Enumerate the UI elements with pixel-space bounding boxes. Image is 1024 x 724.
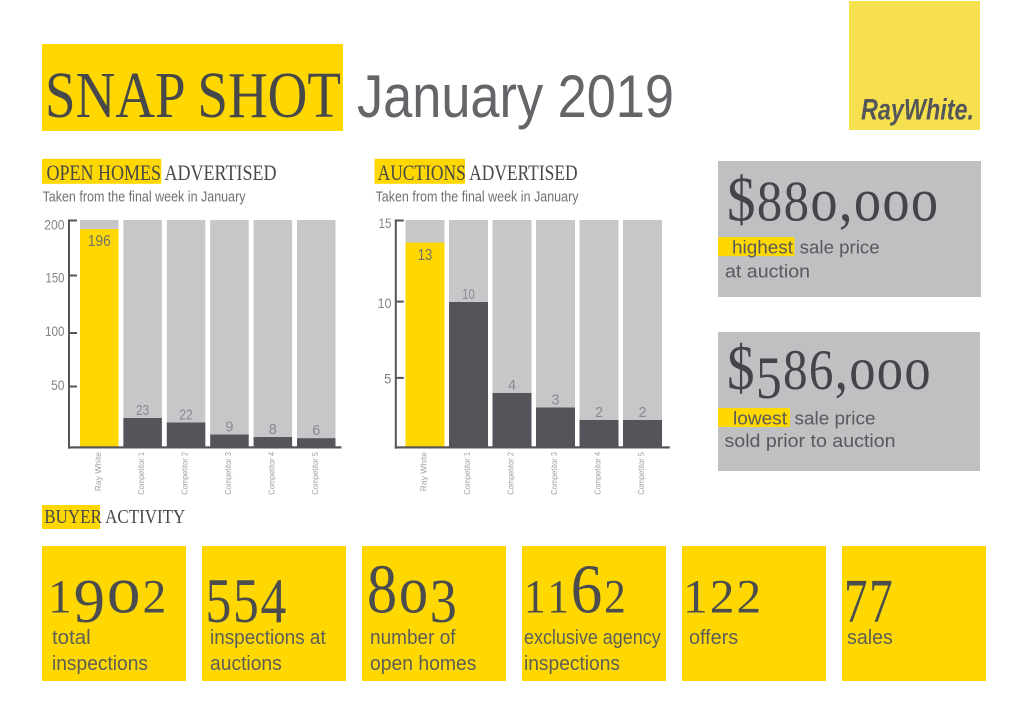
svg-text:19o2: 19o2 [48, 552, 168, 636]
svg-text:Competitor 4: Competitor 4 [593, 451, 603, 494]
svg-text:23: 23 [136, 403, 149, 419]
svg-text:5: 5 [384, 371, 392, 387]
svg-text:196: 196 [88, 233, 111, 250]
svg-text:sold prior to auction: sold prior to auction [725, 431, 896, 451]
svg-text:sale price: sale price [795, 409, 876, 429]
svg-text:lowest: lowest [733, 409, 787, 429]
svg-text:150: 150 [46, 270, 65, 286]
svg-text:Ray White: Ray White [93, 452, 103, 491]
svg-text:122: 122 [683, 570, 763, 623]
svg-text:8: 8 [269, 422, 277, 438]
svg-text:10: 10 [462, 287, 475, 303]
svg-text:Ray White: Ray White [419, 452, 429, 491]
svg-text:Competitor 2: Competitor 2 [180, 451, 190, 494]
svg-text:OPEN HOMES ADVERTISED: OPEN HOMES ADVERTISED [47, 160, 277, 185]
svg-text:AUCTIONS ADVERTISED: AUCTIONS ADVERTISED [378, 160, 578, 185]
svg-text:January 2019: January 2019 [357, 63, 674, 130]
svg-text:200: 200 [44, 217, 64, 233]
svg-text:inspections: inspections [52, 653, 148, 675]
svg-text:100: 100 [45, 323, 65, 339]
svg-text:auctions: auctions [210, 653, 282, 675]
svg-text:total: total [52, 627, 91, 649]
svg-text:13: 13 [418, 247, 433, 264]
svg-text:Competitor 3: Competitor 3 [550, 451, 560, 494]
svg-text:Competitor 2: Competitor 2 [506, 451, 516, 494]
svg-text:inspections: inspections [524, 653, 620, 675]
svg-text:15: 15 [379, 215, 392, 231]
svg-text:at auction: at auction [725, 262, 810, 282]
svg-text:9: 9 [225, 419, 233, 435]
svg-text:77: 77 [844, 567, 894, 637]
svg-text:554: 554 [206, 567, 288, 636]
svg-text:inspections at: inspections at [210, 627, 326, 649]
svg-text:50: 50 [51, 377, 65, 393]
svg-text:Taken from the final week in J: Taken from the final week in January [43, 188, 246, 205]
svg-text:number of: number of [370, 627, 456, 649]
svg-text:Competitor 3: Competitor 3 [224, 451, 234, 494]
svg-text:open homes: open homes [370, 653, 476, 675]
svg-text:highest: highest [732, 237, 793, 257]
svg-text:Competitor 1: Competitor 1 [137, 451, 147, 494]
svg-text:$88o,ooo: $88o,ooo [727, 165, 939, 236]
svg-text:3: 3 [551, 392, 559, 408]
svg-text:$586,ooo: $586,ooo [727, 332, 932, 412]
svg-text:Competitor 5: Competitor 5 [637, 451, 647, 494]
svg-text:8o3: 8o3 [367, 551, 459, 636]
svg-text:SNAP SHOT: SNAP SHOT [45, 59, 341, 132]
svg-text:6: 6 [312, 423, 320, 439]
svg-text:2: 2 [595, 405, 603, 421]
svg-text:Competitor 5: Competitor 5 [310, 451, 320, 494]
svg-text:10: 10 [378, 295, 392, 311]
svg-text:Competitor 4: Competitor 4 [267, 451, 277, 494]
svg-text:sales: sales [847, 627, 893, 649]
svg-text:exclusive agency: exclusive agency [524, 627, 661, 649]
svg-text:Taken from the final week in J: Taken from the final week in January [376, 188, 579, 205]
svg-text:22: 22 [179, 407, 193, 423]
svg-text:4: 4 [508, 378, 516, 394]
svg-text:sale price: sale price [800, 237, 880, 257]
svg-text:Competitor 1: Competitor 1 [463, 451, 473, 494]
svg-text:1162: 1162 [524, 552, 628, 629]
svg-text:BUYER ACTIVITY: BUYER ACTIVITY [44, 506, 185, 528]
svg-text:2: 2 [638, 405, 646, 421]
svg-text:offers: offers [689, 627, 738, 649]
svg-text:RayWhite.: RayWhite. [861, 94, 974, 127]
